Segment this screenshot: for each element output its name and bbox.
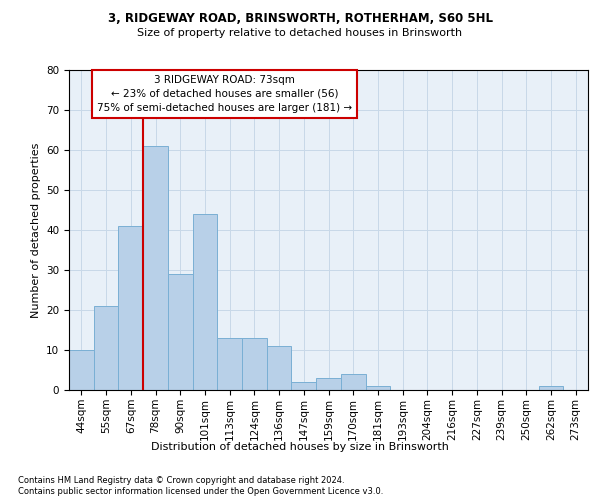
Bar xyxy=(267,346,292,390)
Bar xyxy=(193,214,217,390)
Bar xyxy=(118,226,143,390)
Bar xyxy=(69,350,94,390)
Text: Contains public sector information licensed under the Open Government Licence v3: Contains public sector information licen… xyxy=(18,488,383,496)
Bar xyxy=(292,382,316,390)
Y-axis label: Number of detached properties: Number of detached properties xyxy=(31,142,41,318)
Bar xyxy=(168,274,193,390)
Bar xyxy=(539,386,563,390)
Text: Distribution of detached houses by size in Brinsworth: Distribution of detached houses by size … xyxy=(151,442,449,452)
Text: Size of property relative to detached houses in Brinsworth: Size of property relative to detached ho… xyxy=(137,28,463,38)
Text: 3, RIDGEWAY ROAD, BRINSWORTH, ROTHERHAM, S60 5HL: 3, RIDGEWAY ROAD, BRINSWORTH, ROTHERHAM,… xyxy=(107,12,493,26)
Bar xyxy=(143,146,168,390)
Bar xyxy=(217,338,242,390)
Bar xyxy=(94,306,118,390)
Text: 3 RIDGEWAY ROAD: 73sqm
← 23% of detached houses are smaller (56)
75% of semi-det: 3 RIDGEWAY ROAD: 73sqm ← 23% of detached… xyxy=(97,75,352,113)
Bar xyxy=(365,386,390,390)
Bar xyxy=(316,378,341,390)
Bar xyxy=(341,374,365,390)
Bar xyxy=(242,338,267,390)
Text: Contains HM Land Registry data © Crown copyright and database right 2024.: Contains HM Land Registry data © Crown c… xyxy=(18,476,344,485)
